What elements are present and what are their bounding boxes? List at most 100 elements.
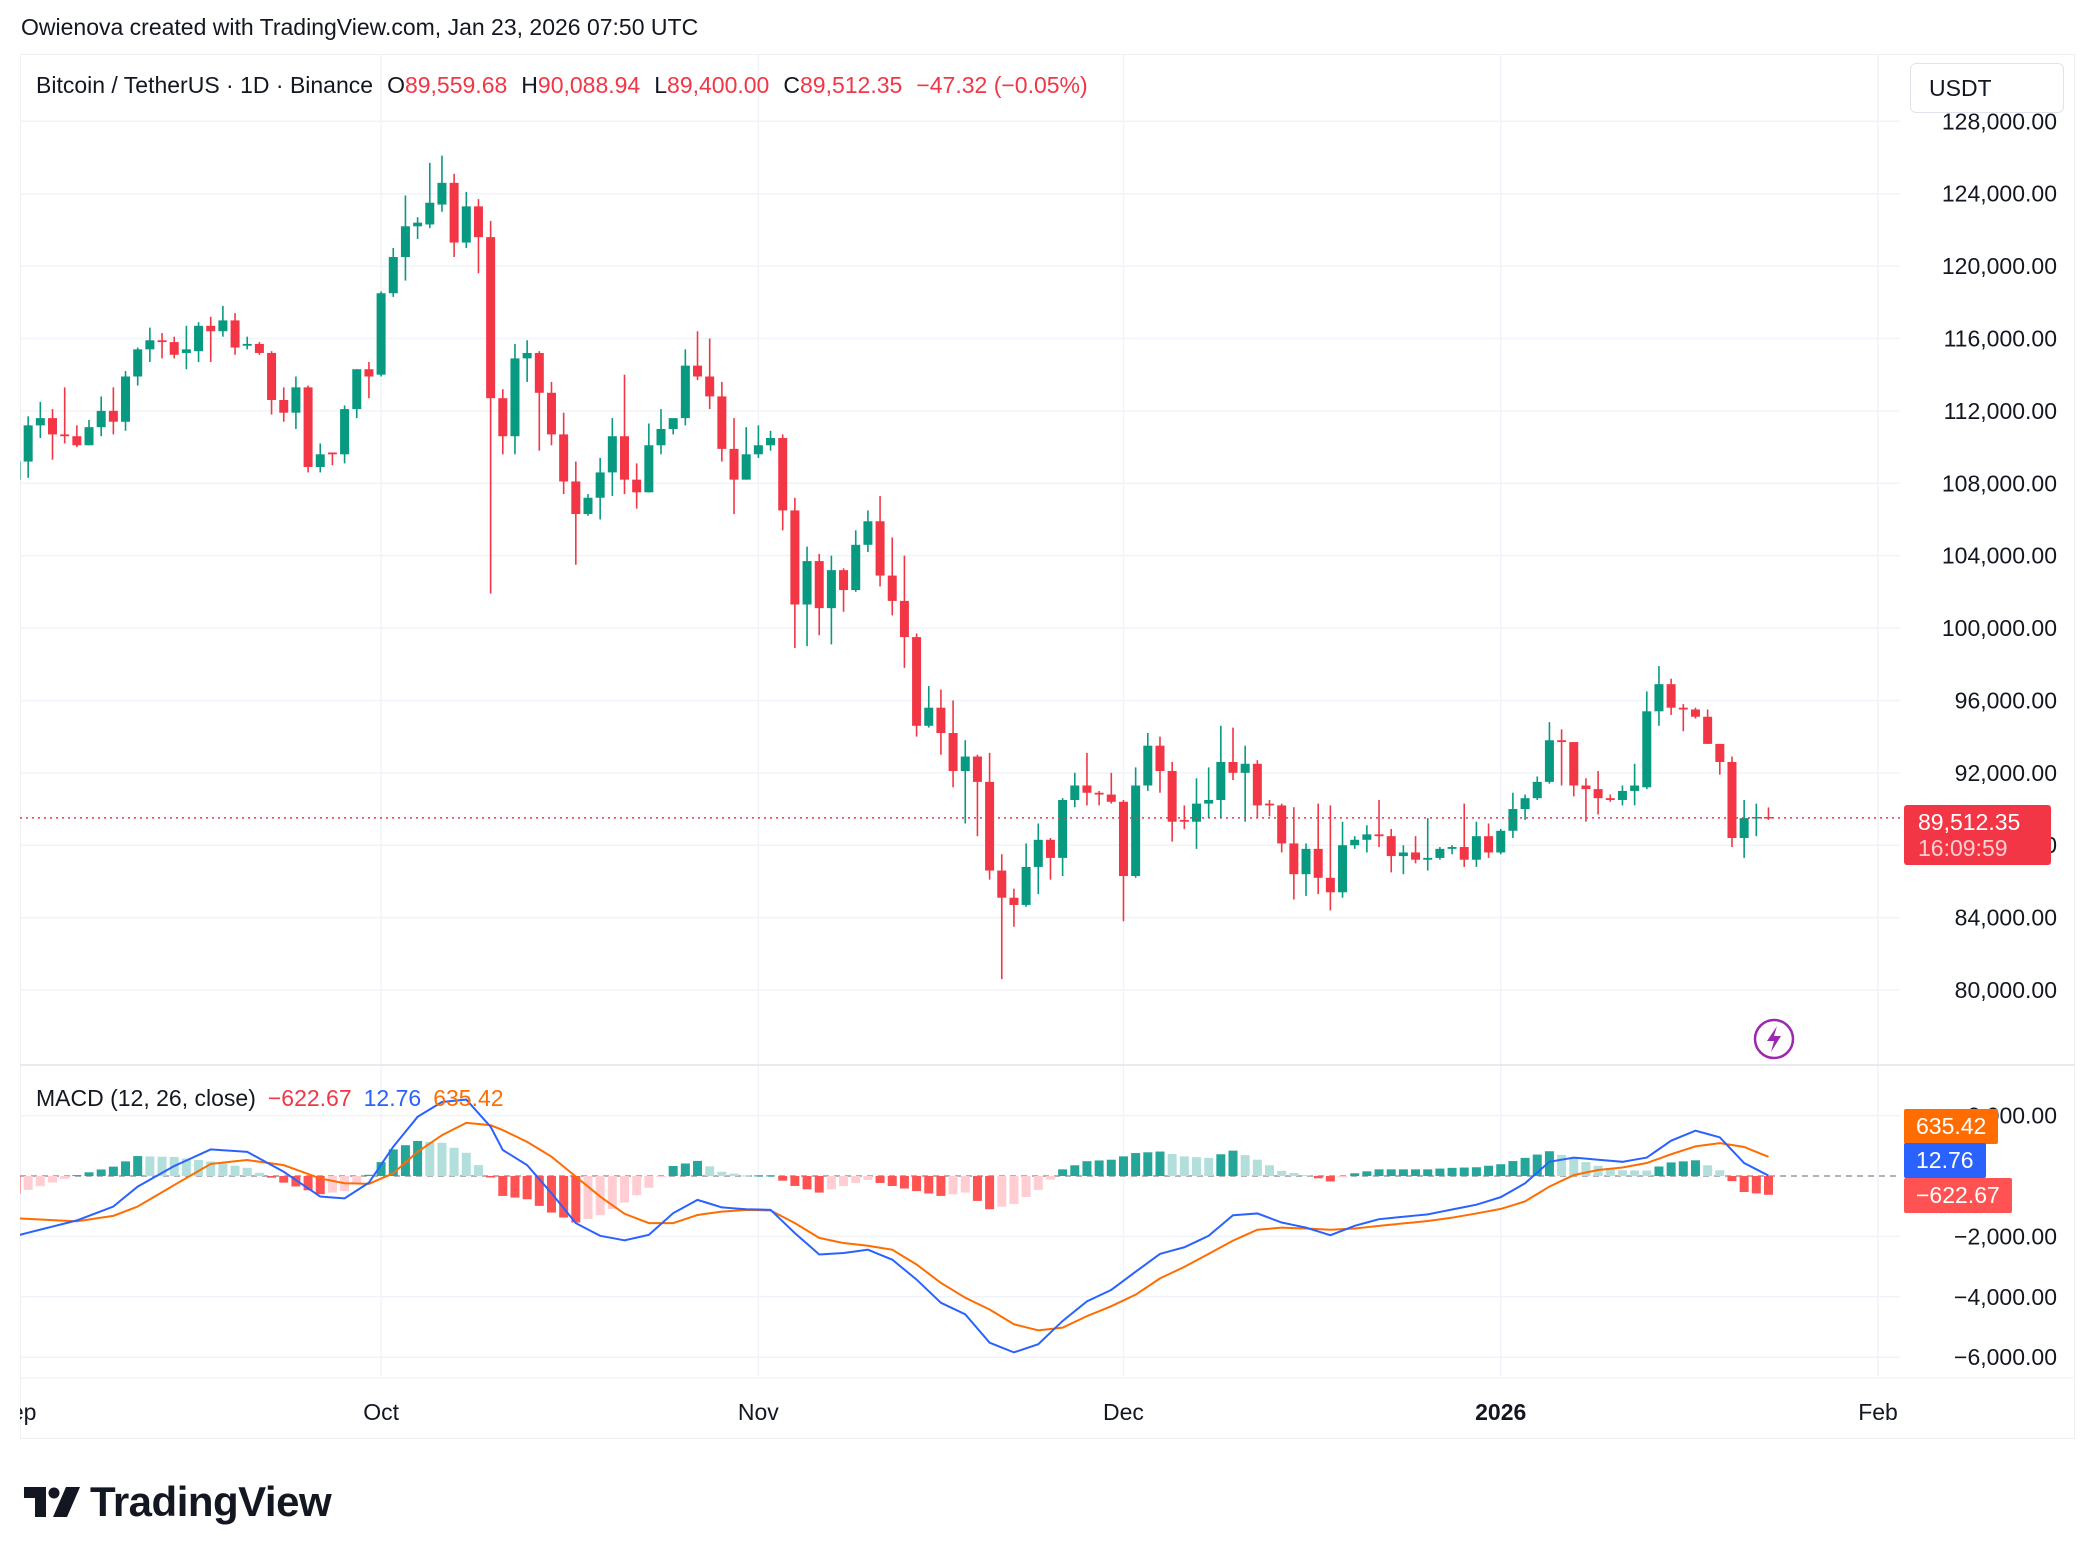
candle-body bbox=[839, 570, 849, 591]
candle-body bbox=[486, 237, 496, 399]
candle-body bbox=[60, 434, 70, 437]
candle-body bbox=[121, 376, 131, 422]
tradingview-logo-text: TradingView bbox=[90, 1478, 332, 1525]
candle bbox=[1630, 763, 1640, 806]
macd-histogram-bar bbox=[413, 1140, 423, 1176]
candle-body bbox=[1118, 801, 1128, 876]
macd-histogram-bar bbox=[656, 1176, 666, 1177]
symbol-title[interactable]: Bitcoin / TetherUS · 1D · Binance bbox=[36, 72, 374, 98]
macd-histogram-bar bbox=[1216, 1154, 1226, 1176]
time-tick-label: Dec bbox=[1103, 1399, 1144, 1425]
macd-histogram-bar bbox=[279, 1176, 289, 1183]
candle bbox=[1423, 818, 1433, 871]
macd-histogram-bar bbox=[948, 1176, 958, 1195]
macd-histogram-bar bbox=[449, 1147, 459, 1176]
price-tick-label: 124,000.00 bbox=[1942, 181, 2057, 207]
macd-histogram-bar bbox=[766, 1175, 776, 1177]
macd-histogram-bar bbox=[753, 1175, 763, 1177]
macd-histogram-bar bbox=[1751, 1176, 1761, 1194]
lightning-icon[interactable] bbox=[1753, 1018, 1795, 1060]
candle bbox=[1045, 837, 1055, 880]
candle bbox=[632, 463, 642, 509]
candle bbox=[753, 425, 763, 458]
macd-histogram-bar bbox=[1167, 1153, 1177, 1176]
macd-histogram-bar bbox=[790, 1176, 800, 1186]
candle-body bbox=[534, 352, 544, 393]
price-tick-label: 84,000.00 bbox=[1955, 905, 2057, 931]
candle-body bbox=[1374, 834, 1384, 837]
candle bbox=[1338, 821, 1348, 898]
macd-histogram-bar bbox=[230, 1165, 240, 1176]
macd-histogram-bar bbox=[1447, 1167, 1457, 1176]
price-axis[interactable]: 128,000.00124,000.00120,000.00116,000.00… bbox=[1942, 108, 2057, 1003]
candle-body bbox=[1289, 843, 1299, 875]
candle-body bbox=[936, 707, 946, 734]
candle bbox=[1094, 790, 1104, 806]
macd-histogram-bar bbox=[400, 1145, 410, 1176]
macd-histogram-bar bbox=[1131, 1153, 1141, 1176]
candle bbox=[1763, 807, 1773, 820]
candle-body bbox=[1143, 745, 1153, 786]
candle-body bbox=[522, 352, 532, 359]
candle bbox=[425, 162, 435, 229]
candle-body bbox=[1338, 845, 1348, 893]
macd-histogram-bar bbox=[741, 1175, 751, 1177]
macd-histogram-bar bbox=[498, 1176, 508, 1196]
macd-histogram-bar bbox=[1155, 1151, 1165, 1176]
candle-body bbox=[1191, 803, 1201, 822]
candle bbox=[388, 247, 398, 297]
candle bbox=[1386, 828, 1396, 873]
time-axis[interactable]: Sep Oct Nov Dec 2026 Feb bbox=[0, 1399, 1898, 1425]
candle-body bbox=[1617, 790, 1627, 800]
candle bbox=[291, 376, 301, 429]
last-price-value: 89,512.35 bbox=[1918, 809, 2021, 835]
candle-body bbox=[1252, 763, 1262, 806]
macd-signal-label: 635.42 bbox=[1904, 1109, 1999, 1144]
candle-body bbox=[1362, 834, 1372, 840]
candle-body bbox=[1313, 848, 1323, 878]
tradingview-logo[interactable]: TradingView bbox=[24, 1478, 332, 1526]
macd-histogram-bar bbox=[20, 1176, 21, 1194]
candle bbox=[705, 338, 715, 410]
change-value: −47.32 (−0.05%) bbox=[916, 72, 1088, 98]
macd-line-value: 12.76 bbox=[363, 1085, 422, 1111]
macd-histogram-bar bbox=[1398, 1169, 1408, 1176]
candle-body bbox=[729, 448, 739, 480]
macd-histogram-bar bbox=[1678, 1161, 1688, 1176]
macd-histogram-bar bbox=[693, 1160, 703, 1176]
candle-body bbox=[1508, 809, 1518, 831]
candle-body bbox=[887, 575, 897, 601]
macd-histogram-bar bbox=[1423, 1169, 1433, 1176]
open-label: O bbox=[387, 72, 405, 98]
candle-body bbox=[1642, 711, 1652, 788]
macd-histogram-bar bbox=[802, 1176, 812, 1190]
candle bbox=[1581, 778, 1591, 822]
candle bbox=[20, 461, 21, 480]
candle bbox=[1605, 794, 1615, 802]
price-tick-label: 100,000.00 bbox=[1942, 615, 2057, 641]
candle bbox=[1301, 843, 1311, 896]
candle-body bbox=[84, 427, 94, 446]
candle bbox=[1216, 725, 1226, 819]
candle bbox=[899, 555, 909, 668]
candle-body bbox=[181, 349, 191, 353]
macd-histogram-bar bbox=[1204, 1157, 1214, 1176]
macd-histogram-bar bbox=[461, 1152, 471, 1176]
candle-body bbox=[267, 352, 277, 401]
candle-body bbox=[1630, 785, 1640, 791]
candle-body bbox=[206, 325, 216, 332]
currency-button[interactable]: USDT bbox=[1910, 63, 2064, 113]
macd-title[interactable]: MACD (12, 26, close) bbox=[36, 1085, 256, 1111]
candle bbox=[1715, 743, 1725, 775]
low-value: 89,400.00 bbox=[667, 72, 770, 98]
candle-body bbox=[1167, 771, 1177, 822]
candle bbox=[680, 349, 690, 426]
macd-histogram-bar bbox=[705, 1166, 715, 1176]
macd-histogram-bar bbox=[1021, 1176, 1031, 1197]
candle bbox=[559, 412, 569, 495]
candle-body bbox=[1386, 836, 1396, 857]
candle bbox=[1252, 760, 1262, 819]
candle-body bbox=[1520, 798, 1530, 810]
candle bbox=[668, 418, 678, 435]
